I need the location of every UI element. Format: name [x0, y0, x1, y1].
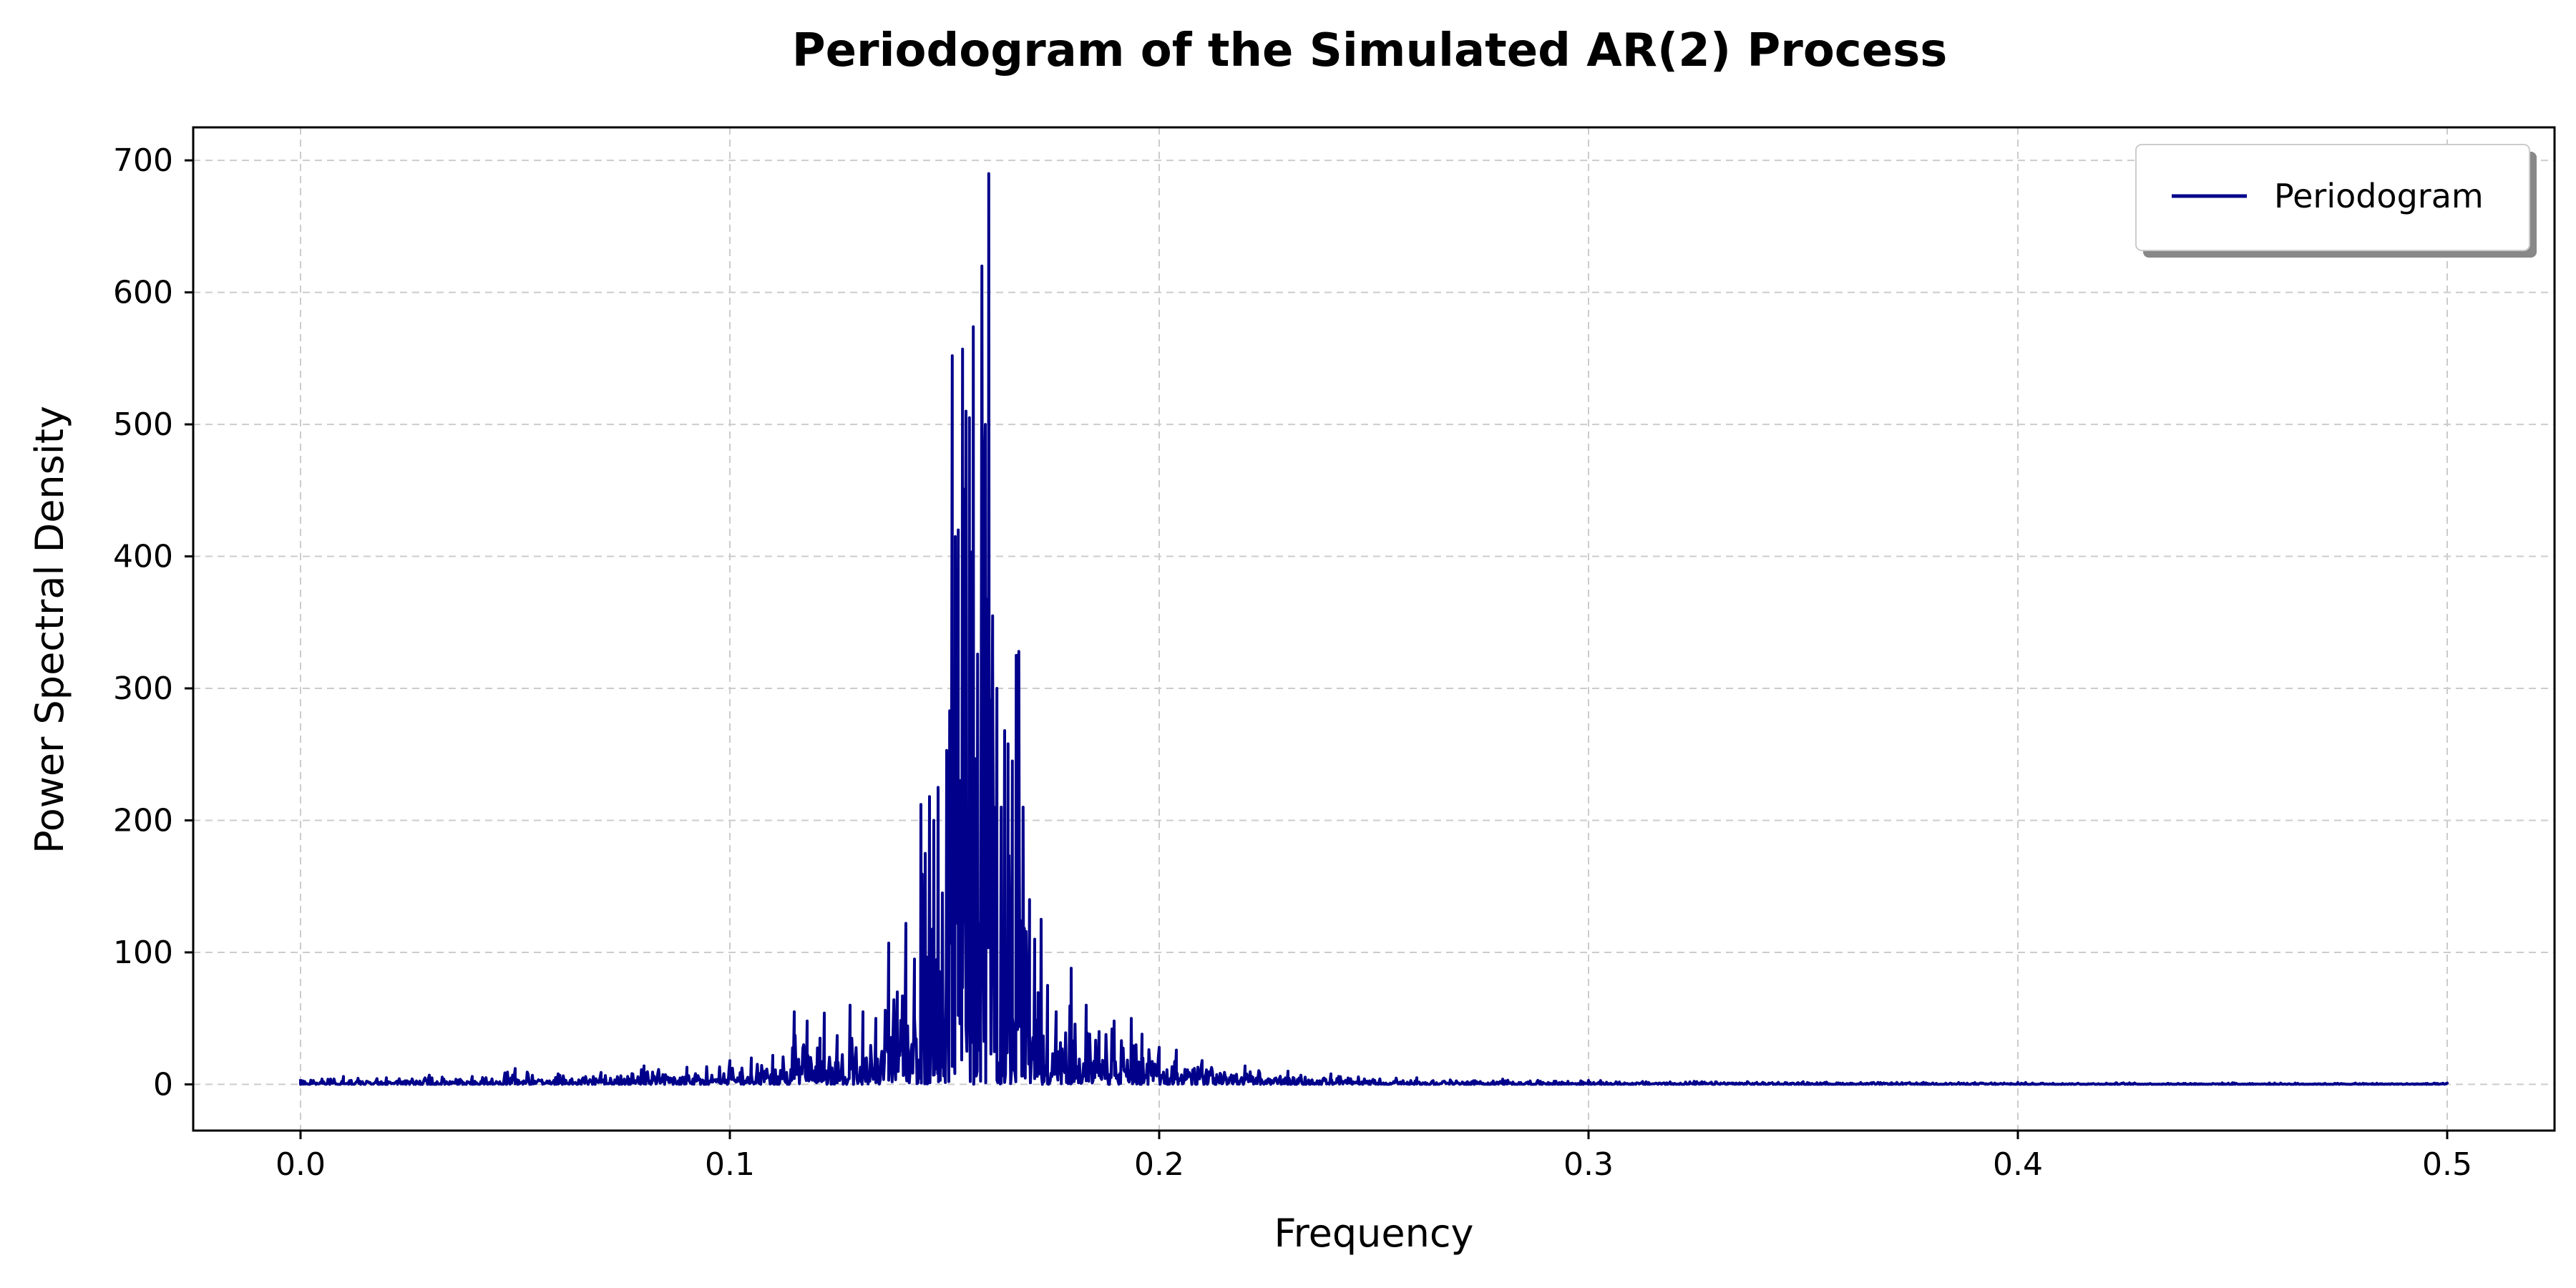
y-tick-label: 700	[113, 142, 173, 179]
y-axis-ticks: 0 100 200 300 400 500 600 700	[113, 142, 193, 1103]
x-tick-label: 0.0	[275, 1146, 326, 1183]
series-group	[299, 172, 2449, 1086]
x-axis-ticks: 0.0 0.1 0.2 0.3 0.4 0.5	[275, 1131, 2472, 1183]
y-tick-label: 200	[113, 802, 173, 839]
y-tick-label: 300	[113, 670, 173, 707]
chart-title: Periodogram of the Simulated AR(2) Proce…	[792, 24, 1948, 77]
legend-box	[2135, 144, 2530, 251]
grid-lines	[193, 127, 2555, 1131]
x-tick-label: 0.2	[1134, 1146, 1184, 1183]
x-axis-label: Frequency	[1274, 1211, 1474, 1256]
y-tick-label: 600	[113, 275, 173, 311]
x-tick-label: 0.1	[705, 1146, 755, 1183]
legend-label-periodogram: Periodogram	[2274, 177, 2484, 215]
y-tick-label: 500	[113, 406, 173, 443]
y-tick-label: 400	[113, 539, 173, 575]
y-tick-label: 100	[113, 935, 173, 971]
x-tick-label: 0.4	[1993, 1146, 2043, 1183]
y-tick-label: 0	[153, 1066, 173, 1103]
legend: Periodogram	[2135, 144, 2537, 258]
x-tick-label: 0.5	[2422, 1146, 2472, 1183]
y-axis-label: Power Spectral Density	[27, 406, 72, 854]
series-line-periodogram	[299, 172, 2449, 1086]
x-tick-label: 0.3	[1563, 1146, 1614, 1183]
plot-frame	[192, 126, 2556, 1132]
